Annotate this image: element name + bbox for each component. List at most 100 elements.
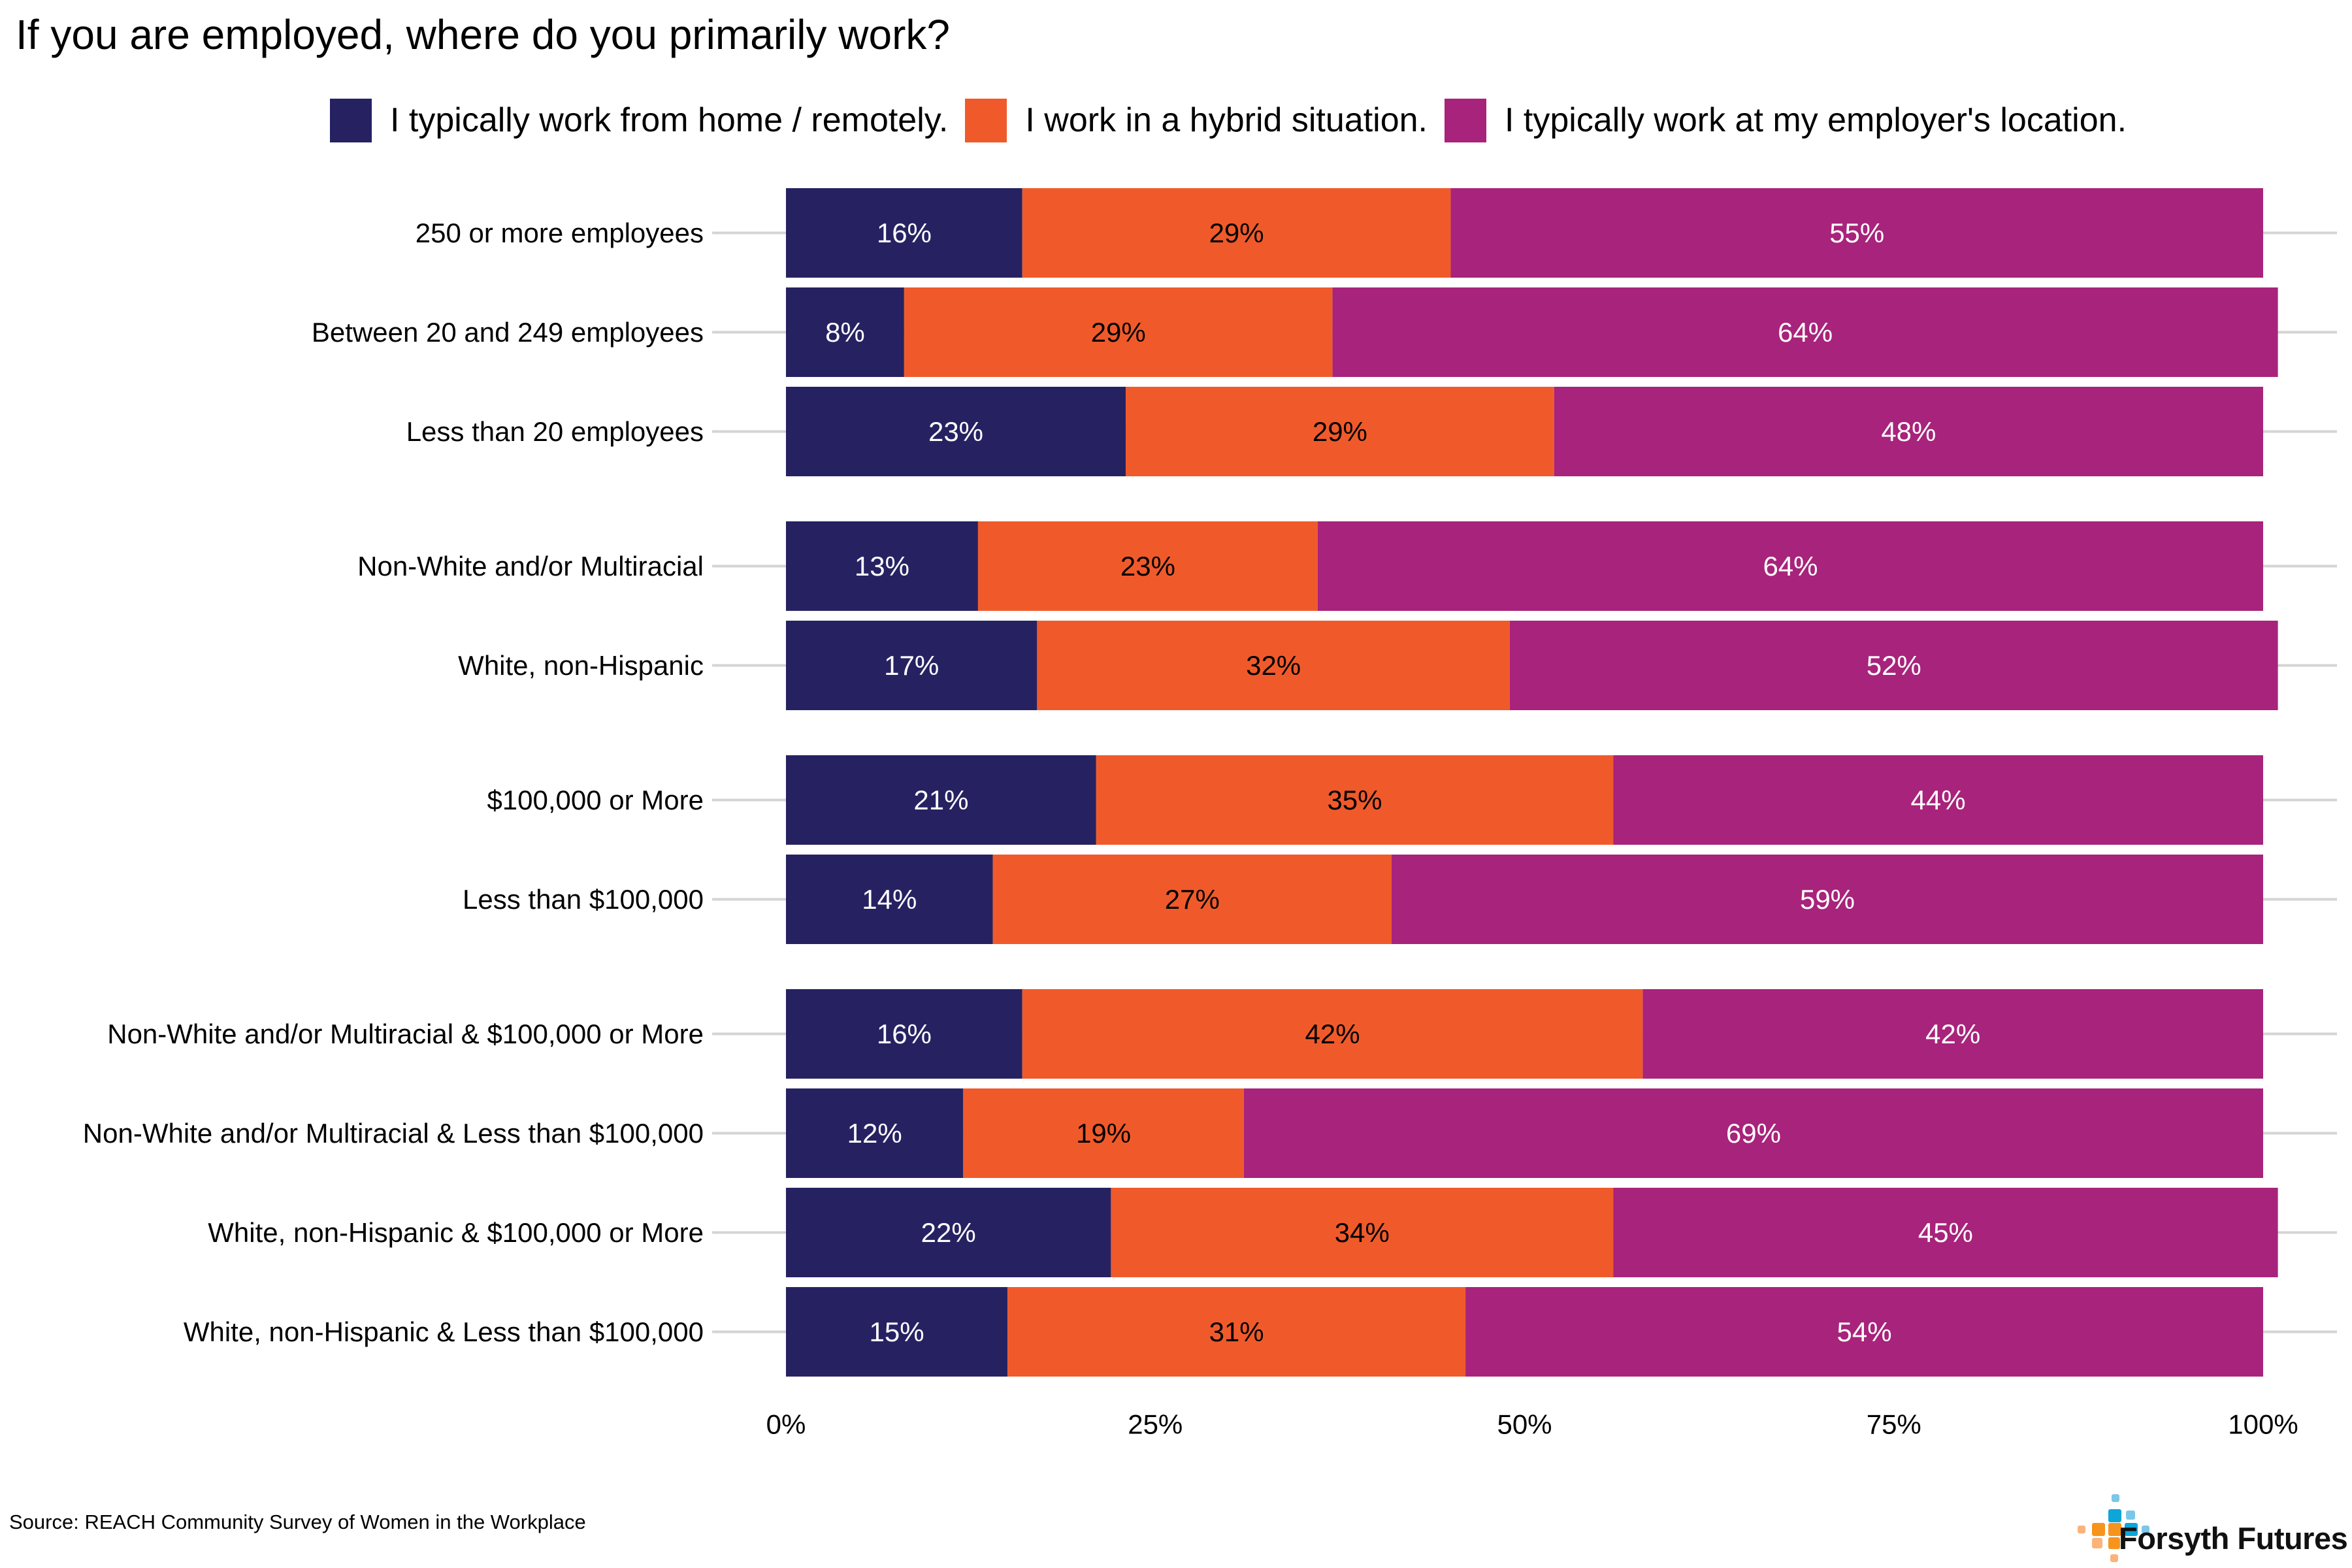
logo-dot	[2126, 1511, 2135, 1520]
bar-segment	[977, 521, 1318, 611]
bars: 16% 29% 55% 8% 29% 64% 23% 29% 48% 13% 23% 64% 17% 32…	[786, 188, 2278, 1377]
logo-dot	[2125, 1523, 2138, 1536]
bar-segment	[1509, 621, 2278, 710]
bar-value-label: 29%	[1209, 218, 1264, 248]
bar-value-label: 42%	[1305, 1019, 1360, 1049]
row-label: Between 20 and 249 employees	[312, 317, 704, 348]
chart-title: If you are employed, where do you primar…	[16, 11, 950, 58]
bar-value-label: 54%	[1837, 1316, 1891, 1347]
bar-segment	[1022, 989, 1643, 1079]
bar-segment	[1126, 387, 1554, 476]
legend: I typically work from home / remotely. I…	[330, 97, 2144, 144]
bar-segment	[1037, 621, 1510, 710]
bar-segment	[1022, 188, 1451, 278]
bar-segment	[992, 855, 1392, 944]
row-label: Non-White and/or Multiracial	[357, 551, 704, 581]
row-label: 250 or more employees	[416, 218, 704, 248]
row-label: White, non-Hispanic	[458, 650, 704, 681]
bar-segment	[786, 989, 1022, 1079]
legend-item-remote: I typically work from home / remotely.	[330, 97, 948, 144]
bar-value-label: 14%	[862, 884, 917, 915]
bar-segment	[1111, 1188, 1614, 1277]
x-axis-ticks: 0% 25% 50% 75% 100%	[766, 1409, 2298, 1440]
bar-segment	[1096, 755, 1614, 845]
bar-value-label: 35%	[1327, 785, 1382, 815]
bar-value-label: 19%	[1076, 1118, 1131, 1149]
legend-item-hybrid: I work in a hybrid situation.	[965, 97, 1428, 144]
row-label: Non-White and/or Multiracial & Less than…	[83, 1118, 704, 1149]
bar-segment	[786, 755, 1096, 845]
legend-swatch-hybrid	[965, 98, 1007, 142]
logo-dot	[2092, 1538, 2102, 1548]
bar-value-label: 16%	[877, 218, 932, 248]
bar-segment	[786, 855, 993, 944]
bar-value-label: 64%	[1763, 551, 1818, 581]
bar-value-label: 31%	[1209, 1316, 1264, 1347]
bar-segment	[786, 1287, 1008, 1377]
row-label: White, non-Hispanic & $100,000 or More	[208, 1217, 704, 1248]
logo-dot	[2108, 1523, 2121, 1536]
bar-value-label: 27%	[1165, 884, 1220, 915]
x-tick-label: 75%	[1867, 1409, 1921, 1440]
bar-value-label: 29%	[1313, 416, 1367, 447]
bar-value-label: 55%	[1829, 218, 1884, 248]
row-label: Less than $100,000	[463, 884, 704, 915]
logo-dot	[2142, 1526, 2149, 1533]
legend-swatch-onsite	[1445, 98, 1486, 142]
bar-value-label: 52%	[1867, 650, 1921, 681]
row-labels: 250 or more employees Between 20 and 249 …	[83, 218, 704, 1347]
legend-label-onsite: I typically work at my employer's locati…	[1505, 101, 2127, 139]
bar-value-label: 8%	[825, 317, 865, 348]
bar-value-label: 23%	[928, 416, 983, 447]
bar-value-label: 29%	[1091, 317, 1146, 348]
bar-segment	[1554, 387, 2263, 476]
row-label: Less than 20 employees	[406, 416, 704, 447]
bar-value-label: 44%	[1911, 785, 1966, 815]
bar-value-label: 15%	[870, 1316, 924, 1347]
bar-segment	[1465, 1287, 2263, 1377]
logo-text: Forsyth Futures	[2119, 1521, 2348, 1556]
bar-value-label: 32%	[1246, 650, 1301, 681]
bar-segment	[786, 621, 1037, 710]
logo-dot	[2108, 1509, 2121, 1522]
bar-segment	[1243, 1088, 2263, 1178]
bar-segment	[1007, 1287, 1466, 1377]
bar-segment	[963, 1088, 1244, 1178]
x-tick-label: 25%	[1128, 1409, 1183, 1440]
bar-value-label: 21%	[913, 785, 968, 815]
bar-segment	[1613, 1188, 2278, 1277]
x-tick-label: 100%	[2228, 1409, 2298, 1440]
logo-dot	[2112, 1494, 2119, 1502]
logo-dot	[2110, 1554, 2118, 1562]
bar-segment	[1613, 755, 2263, 845]
bar-value-label: 16%	[877, 1019, 932, 1049]
row-label: Non-White and/or Multiracial & $100,000 …	[107, 1019, 704, 1049]
bar-value-label: 48%	[1881, 416, 1936, 447]
bar-value-label: 64%	[1778, 317, 1833, 348]
bar-segment	[1332, 287, 2278, 377]
bar-segment	[1450, 188, 2263, 278]
legend-item-onsite: I typically work at my employer's locati…	[1445, 97, 2127, 144]
x-tick-label: 50%	[1497, 1409, 1552, 1440]
bar-value-label: 42%	[1925, 1019, 1980, 1049]
bar-segment	[786, 1088, 964, 1178]
legend-label-hybrid: I work in a hybrid situation.	[1025, 101, 1428, 139]
bar-segment	[786, 521, 978, 611]
bar-value-label: 45%	[1918, 1217, 1973, 1248]
bar-segment	[786, 287, 904, 377]
bar-value-label: 22%	[921, 1217, 976, 1248]
bar-segment	[786, 188, 1022, 278]
bar-segment	[904, 287, 1333, 377]
bar-value-label: 23%	[1120, 551, 1175, 581]
legend-label-remote: I typically work from home / remotely.	[390, 101, 949, 139]
bar-segment	[1317, 521, 2263, 611]
bar-value-label: 34%	[1335, 1217, 1390, 1248]
bar-value-label: 69%	[1726, 1118, 1781, 1149]
bar-segment	[786, 1188, 1111, 1277]
x-tick-label: 0%	[766, 1409, 806, 1440]
forsyth-futures-logo: Forsyth Futures	[2071, 1480, 2352, 1568]
bar-segment	[1392, 855, 2263, 944]
row-label: $100,000 or More	[487, 785, 704, 815]
bar-value-label: 12%	[847, 1118, 902, 1149]
